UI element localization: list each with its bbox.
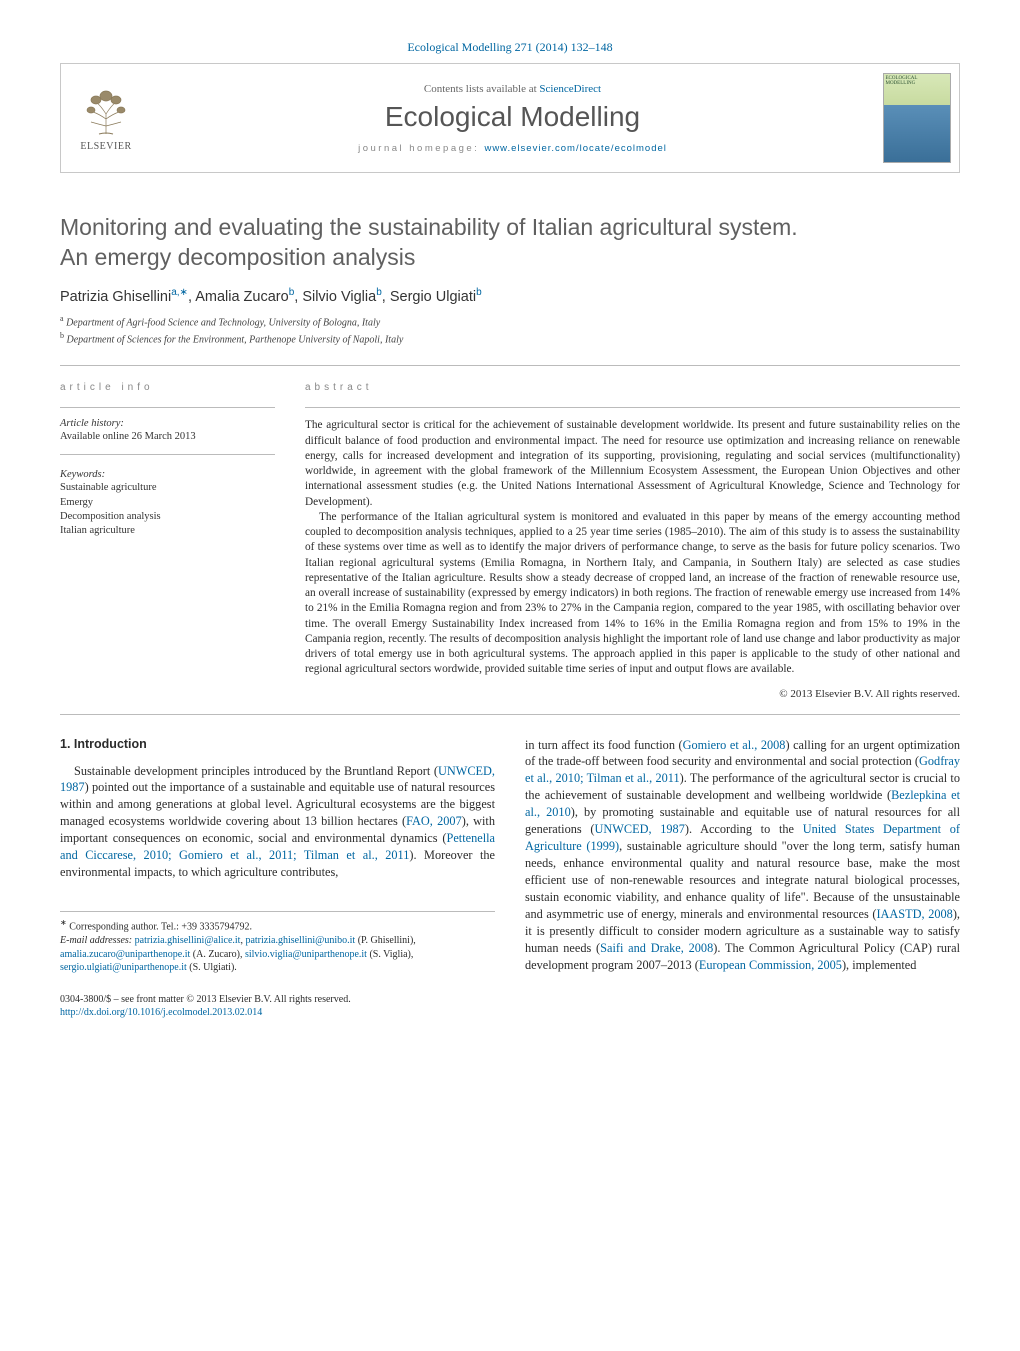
section-heading-intro: 1. Introduction bbox=[60, 737, 495, 751]
intro-para-right: in turn affect its food function (Gomier… bbox=[525, 737, 960, 975]
footnotes: ∗ Corresponding author. Tel.: +39 333579… bbox=[60, 911, 495, 974]
homepage-link[interactable]: www.elsevier.com/locate/ecolmodel bbox=[484, 143, 666, 154]
email-link[interactable]: silvio.viglia@uniparthenope.it bbox=[245, 949, 367, 960]
sciencedirect-link[interactable]: ScienceDirect bbox=[539, 83, 601, 95]
article-info-heading: article info bbox=[60, 382, 275, 393]
abstract-para-1: The agricultural sector is critical for … bbox=[305, 418, 960, 510]
body-columns: 1. Introduction Sustainable development … bbox=[60, 737, 960, 1020]
journal-cover-thumbnail: ECOLOGICAL MODELLING bbox=[874, 64, 959, 172]
elsevier-tree-icon bbox=[81, 84, 131, 139]
divider bbox=[60, 714, 960, 715]
intro-para-left: Sustainable development principles intro… bbox=[60, 763, 495, 882]
publisher-logo: ELSEVIER bbox=[61, 64, 151, 172]
abstract-column: abstract The agricultural sector is crit… bbox=[305, 382, 960, 699]
doi-link[interactable]: http://dx.doi.org/10.1016/j.ecolmodel.20… bbox=[60, 1007, 262, 1018]
corresponding-author-note: ∗ Corresponding author. Tel.: +39 333579… bbox=[60, 918, 495, 934]
journal-header: ELSEVIER Contents lists available at Sci… bbox=[60, 63, 960, 173]
front-matter-footer: 0304-3800/$ – see front matter © 2013 El… bbox=[60, 993, 495, 1020]
abstract-heading: abstract bbox=[305, 382, 960, 393]
contents-available: Contents lists available at ScienceDirec… bbox=[424, 83, 601, 95]
journal-title: Ecological Modelling bbox=[385, 101, 640, 133]
article-info-column: article info Article history: Available … bbox=[60, 382, 275, 699]
email-addresses: E-mail addresses: patrizia.ghisellini@al… bbox=[60, 934, 495, 975]
history-heading: Article history: bbox=[60, 418, 275, 429]
affiliations: a Department of Agri-food Science and Te… bbox=[60, 313, 960, 348]
journal-reference: Ecological Modelling 271 (2014) 132–148 bbox=[60, 40, 960, 55]
body-column-left: 1. Introduction Sustainable development … bbox=[60, 737, 495, 1020]
journal-homepage: journal homepage: www.elsevier.com/locat… bbox=[358, 143, 667, 154]
email-link[interactable]: amalia.zucaro@uniparthenope.it bbox=[60, 949, 190, 960]
article-title: Monitoring and evaluating the sustainabi… bbox=[60, 213, 960, 273]
body-column-right: in turn affect its food function (Gomier… bbox=[525, 737, 960, 1020]
email-link[interactable]: sergio.ulgiati@uniparthenope.it bbox=[60, 962, 187, 973]
history-body: Available online 26 March 2013 bbox=[60, 430, 275, 444]
authors-line: Patrizia Ghisellinia,∗, Amalia Zucarob, … bbox=[60, 287, 960, 305]
issn-copyright: 0304-3800/$ – see front matter © 2013 El… bbox=[60, 993, 495, 1007]
copyright-line: © 2013 Elsevier B.V. All rights reserved… bbox=[305, 688, 960, 700]
keywords-heading: Keywords: bbox=[60, 469, 275, 480]
email-link[interactable]: patrizia.ghisellini@unibo.it bbox=[245, 935, 355, 946]
keywords-list: Sustainable agricultureEmergyDecompositi… bbox=[60, 481, 275, 538]
abstract-para-2: The performance of the Italian agricultu… bbox=[305, 510, 960, 678]
email-link[interactable]: patrizia.ghisellini@alice.it bbox=[135, 935, 241, 946]
publisher-name: ELSEVIER bbox=[80, 141, 131, 152]
